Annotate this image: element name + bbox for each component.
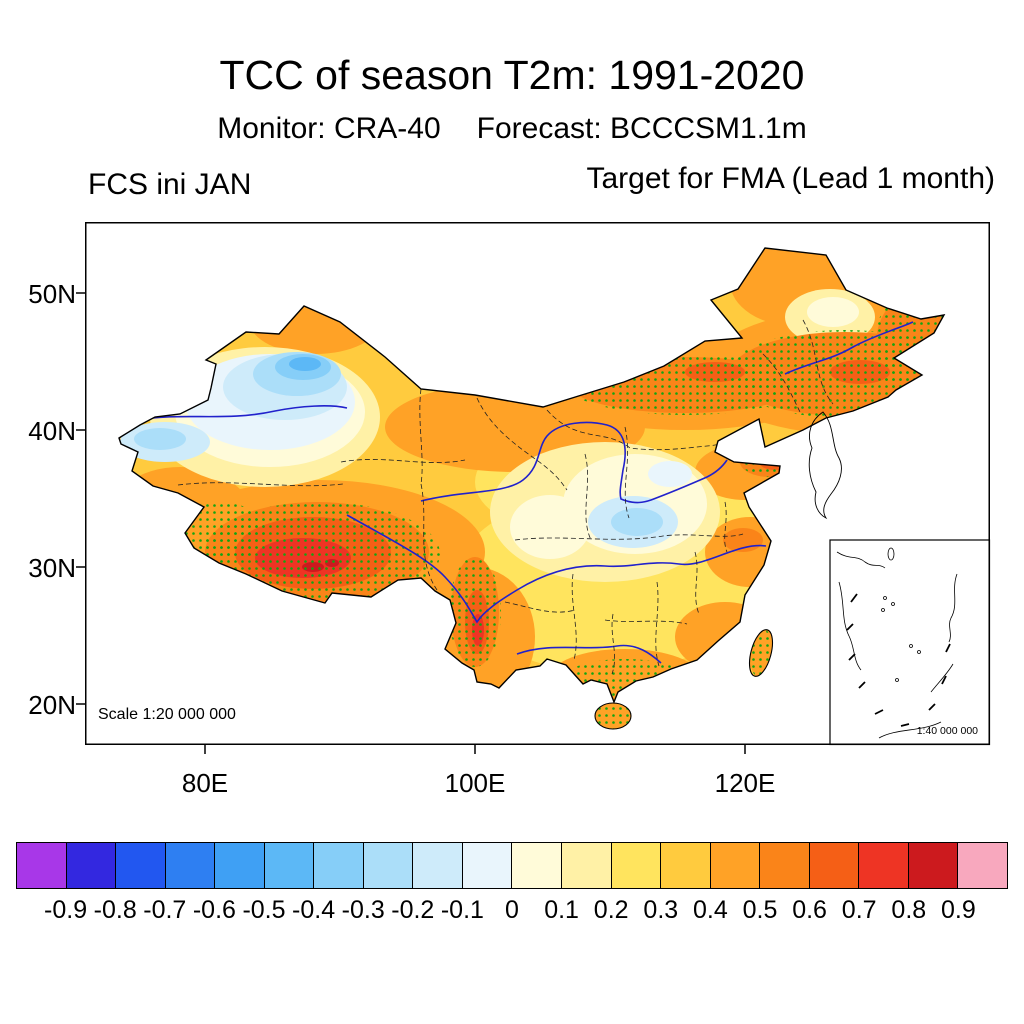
colorbar-tick-label: -0.6	[192, 896, 236, 924]
colorbar-segment	[611, 843, 662, 888]
stipple-region	[160, 502, 270, 562]
island-mark	[917, 650, 921, 654]
colorbar-segment	[710, 843, 761, 888]
x-axis-label: 120E	[714, 768, 776, 798]
island-mark	[891, 602, 895, 606]
hainan-island-outline	[594, 702, 632, 730]
colorbar-segment	[661, 843, 711, 888]
inset-coastlines	[836, 551, 958, 739]
colorbar-labels: -0.9 -0.8 -0.7 -0.6 -0.5 -0.4 -0.3 -0.2 -0.1 0 0.1…	[16, 896, 1008, 926]
colorbar-segment	[512, 843, 563, 888]
colorbar-segment	[908, 843, 959, 888]
contour-region	[648, 461, 692, 487]
korea-outline	[808, 411, 842, 520]
colorbar-tick-label: -0.3	[341, 896, 385, 924]
colorbar	[16, 842, 1008, 889]
contour-region	[510, 495, 590, 559]
colorbar-tick-label: -0.2	[391, 896, 435, 924]
tcc-map: 1:40 000 000	[76, 222, 991, 754]
target-label: Target for FMA (Lead 1 month)	[586, 162, 995, 195]
colorbar-segment	[215, 843, 265, 888]
inset-scale-label: 1:40 000 000	[917, 725, 978, 737]
colorbar-segment	[264, 843, 315, 888]
colorbar-tick-label: -0.1	[440, 896, 484, 924]
contour-region	[289, 357, 321, 371]
colorbar-segment	[165, 843, 216, 888]
river	[516, 644, 662, 664]
inset-frame	[829, 539, 991, 746]
colorbar-segment	[363, 843, 414, 888]
inset-box: 1:40 000 000	[829, 539, 991, 746]
y-axis-label: 20N	[28, 690, 76, 720]
colorbar-tick-label: 0.6	[792, 896, 827, 924]
map-scale-label: Scale 1:20 000 000	[98, 706, 236, 723]
contour-region	[705, 517, 795, 587]
forecast-label: Forecast: BCCCSM1.1m	[476, 112, 807, 145]
colorbar-tick-label: 0.3	[643, 896, 679, 924]
colorbar-tick-label: 0	[505, 896, 519, 924]
colorbar-tick-label: 0.2	[593, 896, 629, 924]
taiwan-island-outline	[748, 629, 774, 677]
colorbar-segment	[462, 843, 513, 888]
colorbar-tick-label: 0.8	[891, 896, 927, 924]
colorbar-segment	[958, 843, 1007, 888]
stipple-region	[563, 659, 687, 699]
contour-region	[807, 297, 859, 327]
colorbar-segment	[314, 843, 364, 888]
colorbar-tick-label: 0.9	[941, 896, 976, 924]
colorbar-tick-label: -0.7	[143, 896, 187, 924]
colorbar-tick-label: 0.7	[841, 896, 877, 924]
colorbar-segment	[66, 843, 117, 888]
page-title: TCC of season T2m: 1991-2020	[219, 52, 805, 98]
island-mark	[881, 608, 885, 612]
y-axis-label: 30N	[28, 553, 76, 583]
stipple-region	[741, 447, 801, 477]
colorbar-tick-label: -0.8	[93, 896, 137, 924]
river	[136, 405, 348, 421]
colorbar-tick-label: 0.5	[742, 896, 778, 924]
contour-region	[250, 290, 380, 354]
china-outline	[118, 247, 946, 704]
rivers	[136, 321, 914, 664]
colorbar-tick-label: -0.5	[242, 896, 286, 924]
inset-dash-line	[846, 593, 951, 727]
colorbar-segment	[116, 843, 166, 888]
contour-region	[611, 508, 663, 536]
colorbar-segment	[17, 843, 67, 888]
colorbar-segment	[562, 843, 612, 888]
colorbar-tick-label: 0.4	[693, 896, 728, 924]
colorbar-segment	[859, 843, 909, 888]
x-axis-label: 80E	[181, 768, 229, 798]
island-mark	[895, 678, 899, 682]
colorbar-tick-label: -0.4	[292, 896, 336, 924]
province-boundary-lines	[177, 319, 834, 675]
stipple-region	[593, 702, 633, 729]
stipple-region	[727, 330, 944, 418]
province-boundaries	[177, 319, 834, 675]
inset-island-taiwan	[887, 547, 895, 561]
island-mark	[883, 596, 887, 600]
contour-region	[134, 428, 186, 450]
colorbar-segment	[413, 843, 463, 888]
island-mark	[909, 644, 913, 648]
colorbar-segment	[809, 843, 860, 888]
river	[420, 421, 728, 504]
stipple-region	[874, 290, 944, 398]
river	[346, 514, 767, 624]
colorbar-tick-label: -0.9	[44, 896, 88, 924]
colorbar-tick-label: 0.1	[544, 896, 579, 924]
x-axis-label: 100E	[444, 768, 506, 798]
river	[784, 321, 914, 375]
stipple-region	[749, 627, 773, 679]
y-axis-label: 40N	[28, 416, 76, 446]
init-label: FCS ini JAN	[88, 168, 252, 201]
colorbar-segment	[760, 843, 810, 888]
axis-ticks	[76, 292, 746, 754]
stipple-region	[449, 557, 501, 667]
monitor-label: Monitor: CRA-40	[217, 112, 441, 145]
subtitle: Monitor: CRA-40 Forecast: BCCCSM1.1m	[0, 112, 1024, 146]
plot-frame	[85, 222, 990, 745]
y-axis-label: 50N	[28, 279, 76, 309]
